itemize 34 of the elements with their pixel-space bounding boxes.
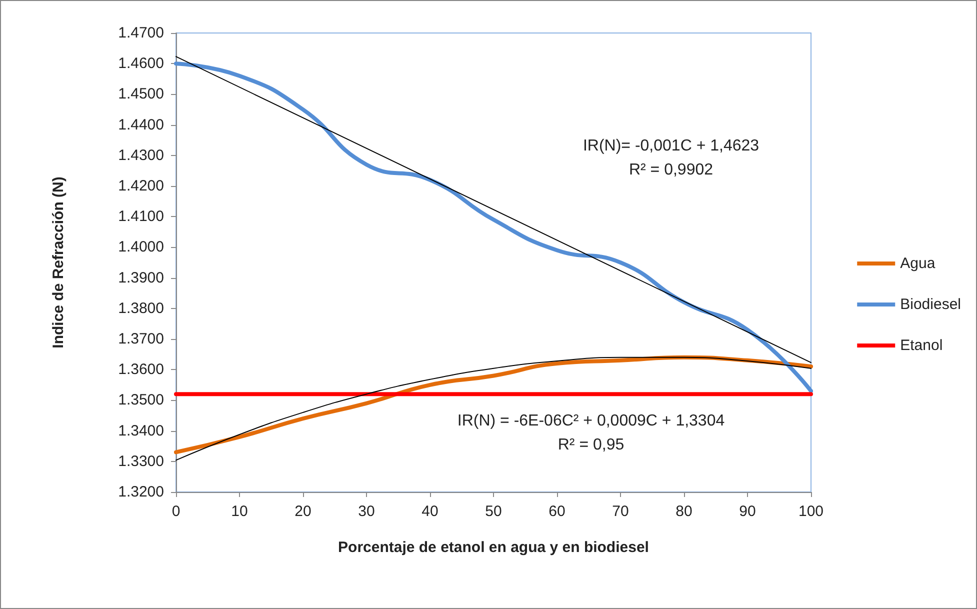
y-tick-label: 1.3800 (118, 300, 164, 317)
x-tick-label: 40 (422, 503, 438, 520)
x-tick-label: 0 (172, 503, 180, 520)
y-tick-label: 1.4200 (118, 178, 164, 194)
x-axis-title: Porcentaje de etanol en agua y en biodiesel (338, 539, 649, 556)
x-tick-label: 70 (612, 503, 629, 520)
y-axis-title: Indice de Refracción (N) (50, 176, 67, 348)
legend-label: Agua (900, 255, 936, 272)
y-tick-label: 1.3600 (118, 361, 164, 378)
x-tick-label: 20 (294, 503, 312, 520)
y-tick-label: 1.3300 (118, 452, 164, 470)
y-tick-label: 1.4700 (118, 24, 164, 42)
y-tick-label: 1.3700 (118, 330, 164, 348)
y-tick-label: 1.4300 (118, 146, 164, 164)
annotation: IR(N)= -0,001C + 1,4623 R² = 0,9902 (582, 138, 760, 178)
x-tick-label: 50 (485, 503, 502, 520)
y-tick-label: 1.3200 (118, 484, 164, 500)
y-tick-label: 1.4400 (118, 116, 164, 134)
x-tick-label: 100 (798, 503, 824, 520)
annotation: IR(N) = -6E-06C² + 0,0009C + 1,3304 R² = 0,95 (457, 412, 725, 454)
x-tick-label: 60 (548, 503, 566, 520)
x-tick-label: 80 (676, 503, 692, 520)
x-tick-label: 10 (231, 503, 248, 520)
y-tick-label: 1.3500 (118, 392, 164, 409)
y-tick-label: 1.3900 (118, 269, 164, 286)
y-tick-label: 1.3400 (118, 422, 164, 440)
x-tick-label: 30 (358, 503, 375, 520)
legend-label: Etanol (900, 337, 943, 354)
y-tick-label: 1.4000 (118, 238, 164, 256)
legend-label: Biodiesel (900, 296, 962, 313)
y-tick-label: 1.4600 (118, 55, 164, 72)
y-tick-label: 1.4500 (118, 86, 164, 103)
y-tick-label: 1.4100 (118, 208, 164, 226)
x-tick-label: 90 (739, 503, 756, 520)
